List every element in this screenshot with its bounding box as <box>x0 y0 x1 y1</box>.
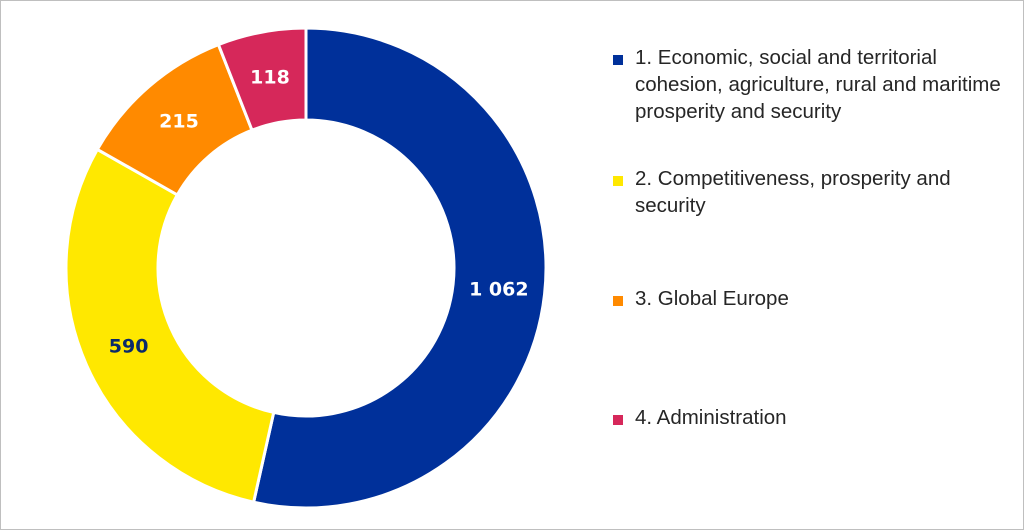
slice-competitiveness <box>64 147 276 505</box>
legend-item-administration: 4. Administration <box>613 404 1013 431</box>
slice-cohesion <box>251 26 548 510</box>
donut-chart: 1 062 590 215 118 <box>64 26 548 510</box>
legend-label: 4. Administration <box>635 406 787 429</box>
legend-item-competitiveness: 2. Competitiveness, prosperity and secur… <box>613 165 1013 219</box>
chart-legend: 1. Economic, social and territorial cohe… <box>613 1 1013 529</box>
legend-item-global-europe: 3. Global Europe <box>613 285 1013 312</box>
legend-swatch <box>613 296 623 306</box>
legend-swatch <box>613 415 623 425</box>
data-label-competitiveness: 590 <box>109 336 149 358</box>
legend-label: 1. Economic, social and territorial cohe… <box>635 46 1001 123</box>
legend-label: 2. Competitiveness, prosperity and secur… <box>635 167 951 217</box>
data-label-cohesion: 1 062 <box>469 278 529 300</box>
data-label-administration: 118 <box>250 66 290 88</box>
legend-swatch <box>613 176 623 186</box>
legend-item-cohesion: 1. Economic, social and territorial cohe… <box>613 44 1013 125</box>
slice-administration <box>216 26 308 133</box>
legend-label: 3. Global Europe <box>635 287 789 310</box>
data-label-global-europe: 215 <box>159 110 199 132</box>
legend-swatch <box>613 55 623 65</box>
